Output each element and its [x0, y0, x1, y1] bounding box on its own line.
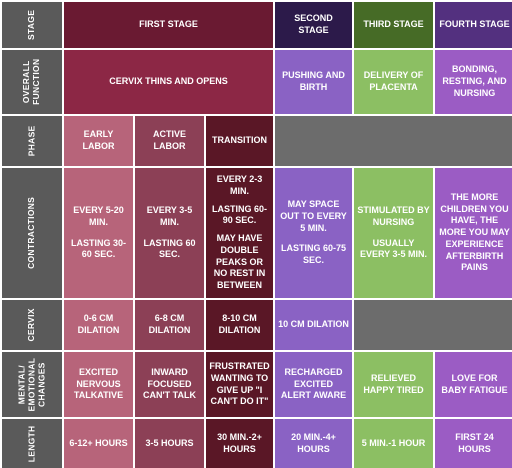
stage-second-header: SECOND STAGE: [275, 2, 352, 48]
length-third-stage: 5 MIN.-1 HOUR: [354, 419, 433, 468]
contractions-active-duration: LASTING 60 SEC.: [143, 237, 196, 260]
row-header-overall-function-label: OVERALL FUNCTION: [21, 58, 41, 106]
mental-fourth-stage: LOVE FOR BABY FATIGUE: [435, 352, 512, 417]
row-header-cervix-label: CERVIX: [26, 308, 37, 342]
stage-first-header: FIRST STAGE: [64, 2, 273, 48]
contractions-transition: EVERY 2-3 MIN. LASTING 60-90 SEC. MAY HA…: [206, 168, 273, 298]
contractions-active-labor: EVERY 3-5 MIN. LASTING 60 SEC.: [135, 168, 204, 298]
mental-third-stage: RELIEVED HAPPY TIRED: [354, 352, 433, 417]
cervix-active-labor: 6-8 CM DILATION: [135, 300, 204, 350]
length-active-labor: 3-5 HOURS: [135, 419, 204, 468]
function-first-stage: CERVIX THINS AND OPENS: [64, 50, 273, 114]
row-header-cervix: CERVIX: [2, 300, 62, 350]
row-header-length-label: LENGTH: [26, 425, 37, 462]
cervix-second-stage: 10 CM DILATION: [275, 300, 352, 350]
length-fourth-stage: FIRST 24 HOURS: [435, 419, 512, 468]
row-header-stage: STAGE: [2, 2, 62, 48]
mental-active-labor: INWARD FOCUSED CAN'T TALK: [135, 352, 204, 417]
phase-active-labor: ACTIVE LABOR: [135, 116, 204, 166]
row-header-phase-label: PHASE: [26, 125, 37, 157]
row-header-mental-emotional: MENTAL/ EMOTIONAL CHANGES: [2, 352, 62, 417]
contractions-third-stage: STIMULATED BY NURSING USUALLY EVERY 3-5 …: [354, 168, 433, 298]
cervix-early-labor: 0-6 CM DILATION: [64, 300, 133, 350]
row-header-contractions-label: CONTRACTIONS: [26, 196, 37, 270]
row-header-mental-emotional-label: MENTAL/ EMOTIONAL CHANGES: [16, 357, 46, 412]
contractions-third-frequency: USUALLY EVERY 3-5 MIN.: [359, 237, 428, 260]
length-early-labor: 6-12+ HOURS: [64, 419, 133, 468]
stage-third-header: THIRD STAGE: [354, 2, 433, 48]
contractions-early-frequency: EVERY 5-20 MIN.: [73, 205, 124, 227]
contractions-transition-note: MAY HAVE DOUBLE PEAKS OR NO REST IN BETW…: [213, 233, 266, 290]
function-fourth-stage: BONDING, RESTING, AND NURSING: [435, 50, 512, 114]
contractions-fourth-stage: THE MORE CHILDREN YOU HAVE, THE MORE YOU…: [435, 168, 512, 298]
mental-early-labor: EXCITED NERVOUS TALKATIVE: [64, 352, 133, 417]
contractions-active-frequency: EVERY 3-5 MIN.: [146, 205, 193, 227]
row-header-phase: PHASE: [2, 116, 62, 166]
contractions-second-duration: LASTING 60-75 SEC.: [280, 243, 347, 266]
contractions-transition-duration: LASTING 60-90 SEC.: [211, 203, 267, 226]
contractions-second-frequency: MAY SPACE OUT TO EVERY 5 MIN.: [280, 199, 347, 233]
function-third-stage: DELIVERY OF PLACENTA: [354, 50, 433, 114]
phase-empty: [275, 116, 512, 166]
contractions-early-duration: LASTING 30-60 SEC.: [70, 237, 126, 260]
row-header-stage-label: STAGE: [26, 9, 37, 41]
contractions-early-labor: EVERY 5-20 MIN. LASTING 30-60 SEC.: [64, 168, 133, 298]
row-header-contractions: CONTRACTIONS: [2, 168, 62, 298]
mental-transition: FRUSTRATED WANTING TO GIVE UP "I CAN'T D…: [206, 352, 273, 417]
function-second-stage: PUSHING AND BIRTH: [275, 50, 352, 114]
length-transition: 30 MIN.-2+ HOURS: [206, 419, 273, 468]
phase-early-labor: EARLY LABOR: [64, 116, 133, 166]
stage-fourth-header: FOURTH STAGE: [435, 2, 512, 48]
contractions-transition-frequency: EVERY 2-3 MIN.: [216, 174, 263, 197]
contractions-third-trigger: STIMULATED BY NURSING: [357, 205, 430, 227]
cervix-transition: 8-10 CM DILATION: [206, 300, 273, 350]
row-header-overall-function: OVERALL FUNCTION: [2, 50, 62, 114]
row-header-length: LENGTH: [2, 419, 62, 468]
phase-transition: TRANSITION: [206, 116, 273, 166]
cervix-empty: [354, 300, 512, 350]
contractions-second-stage: MAY SPACE OUT TO EVERY 5 MIN. LASTING 60…: [275, 168, 352, 298]
length-second-stage: 20 MIN.-4+ HOURS: [275, 419, 352, 468]
mental-second-stage: RECHARGED EXCITED ALERT AWARE: [275, 352, 352, 417]
